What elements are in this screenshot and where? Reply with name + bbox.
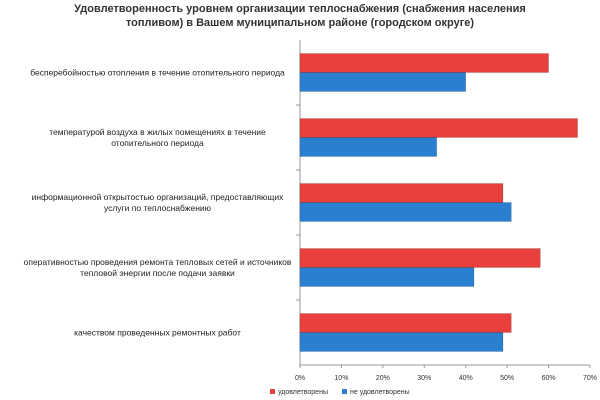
y-tick-label: бесперебойностью отопления в течение ото… <box>30 67 285 77</box>
legend-label: не удовлетворены <box>350 389 410 396</box>
bar <box>299 72 466 92</box>
bar <box>299 53 549 73</box>
bar <box>299 248 541 268</box>
bar <box>299 183 504 203</box>
bar <box>299 267 475 287</box>
x-tick-label: 30% <box>417 375 431 382</box>
y-tick-label: качеством проведенных ремонтных работ <box>74 327 241 337</box>
x-tick-label: 60% <box>542 375 556 382</box>
x-tick-label: 50% <box>500 375 514 382</box>
legend-swatch <box>341 389 347 394</box>
x-tick-label: 10% <box>334 375 348 382</box>
x-tick-label: 20% <box>376 375 390 382</box>
y-tick-label: температурой воздуха в жилых помещениях … <box>49 126 266 148</box>
bar <box>299 332 504 352</box>
x-tick-label: 0% <box>295 375 305 382</box>
bar <box>299 137 437 157</box>
bar <box>299 313 512 333</box>
x-tick-label: 70% <box>583 375 597 382</box>
chart-title: Удовлетворенность уровнем организации те… <box>74 3 526 29</box>
x-tick-label: 40% <box>459 375 473 382</box>
legend-swatch <box>270 389 275 394</box>
y-tick-label: информационной открытостью организаций, … <box>31 191 284 213</box>
legend-label: удовлетворены <box>278 389 328 396</box>
bar <box>299 202 512 222</box>
y-tick-label: оперативностью проведения ремонта теплов… <box>23 256 292 278</box>
bar <box>299 118 578 138</box>
